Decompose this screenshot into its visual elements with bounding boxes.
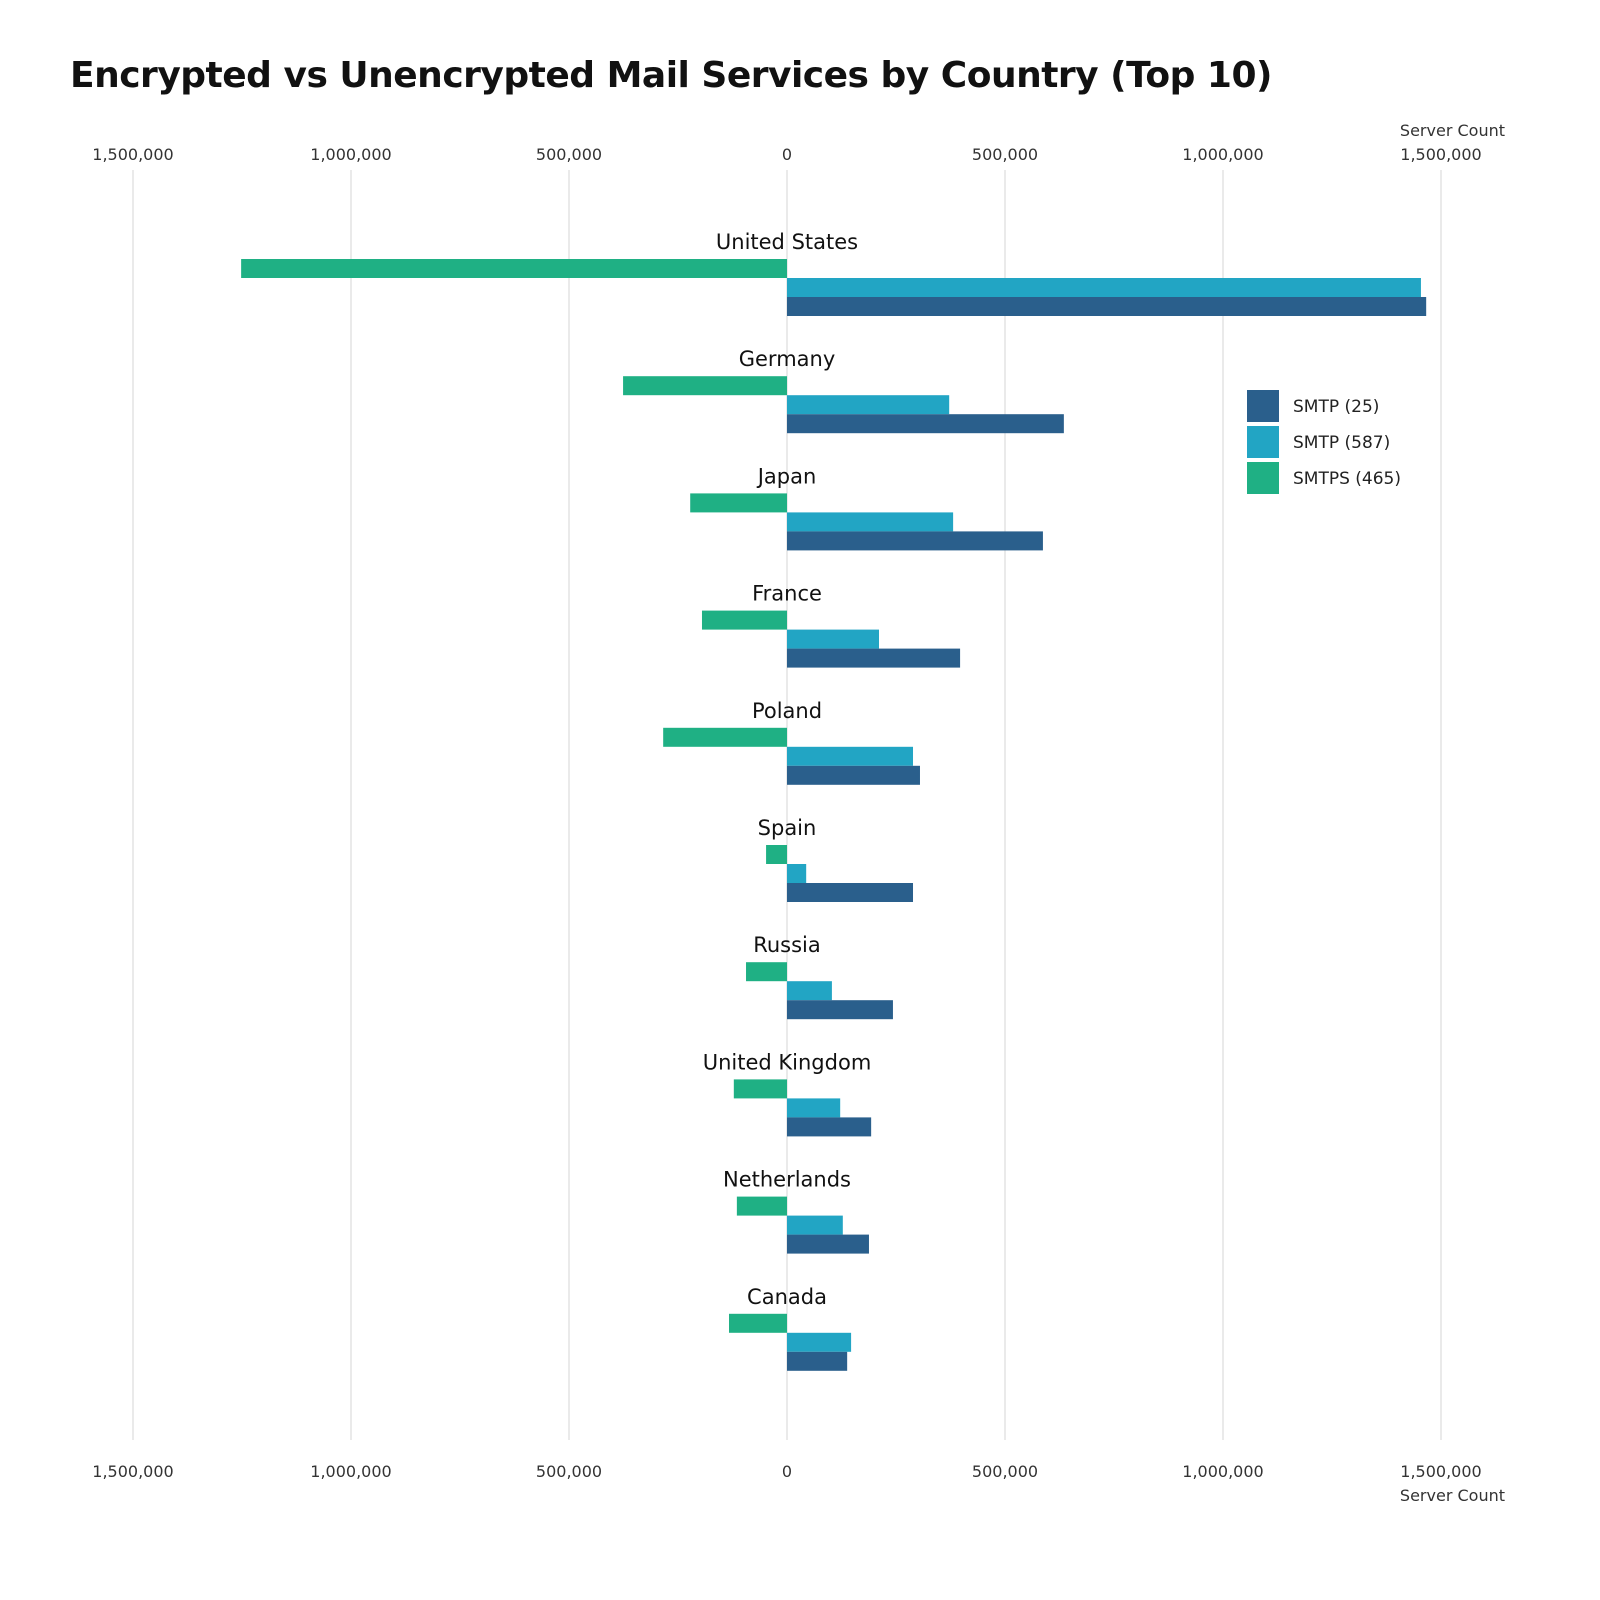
chart-title: Encrypted vs Unencrypted Mail Services b…: [70, 55, 1272, 96]
bar-smtp-587-: [787, 864, 807, 883]
category-label: Netherlands: [723, 1168, 851, 1192]
bar-smtp-587-: [787, 395, 950, 415]
bar-smtp-587-: [787, 981, 832, 1001]
bar-smtp-25-: [787, 1351, 848, 1371]
category-label: Canada: [747, 1285, 827, 1309]
x-tick-label-bottom: 500,000: [972, 1462, 1038, 1481]
x-tick-label-top: 1,500,000: [92, 145, 173, 164]
legend-swatch: [1247, 390, 1279, 422]
x-tick-label-bottom: 500,000: [536, 1462, 602, 1481]
bar-smtp-25-: [787, 297, 1427, 316]
legend-label: SMTP (25): [1293, 397, 1379, 417]
bar-smtp-25-: [787, 531, 1043, 551]
bar-smtps-465-: [736, 1196, 787, 1216]
category-label: Germany: [739, 347, 836, 371]
x-tick-label-top: 1,500,000: [1400, 145, 1481, 164]
x-tick-label-top: 500,000: [972, 145, 1038, 164]
bar-smtp-587-: [787, 1215, 843, 1235]
bar-smtp-587-: [787, 512, 954, 532]
bar-smtps-465-: [690, 493, 787, 513]
bar-smtp-25-: [787, 648, 961, 668]
legend-swatch: [1247, 426, 1279, 458]
bar-smtp-587-: [787, 278, 1421, 297]
x-tick-label-top: 1,000,000: [1182, 145, 1263, 164]
bar-smtps-465-: [766, 845, 787, 864]
bar-smtp-25-: [787, 1000, 893, 1020]
bar-smtp-587-: [787, 629, 879, 649]
bar-smtps-465-: [663, 727, 787, 747]
x-tick-label-top: 1,000,000: [310, 145, 391, 164]
bar-smtp-587-: [787, 746, 914, 766]
x-tick-label-top: 0: [782, 145, 792, 164]
category-label: United States: [716, 230, 858, 254]
bar-smtps-465-: [701, 610, 787, 630]
bar-smtp-25-: [787, 765, 920, 785]
legend-swatch: [1247, 462, 1279, 494]
bar-smtps-465-: [733, 1079, 787, 1099]
bar-smtps-465-: [729, 1313, 787, 1333]
bar-smtps-465-: [241, 259, 788, 278]
bar-smtps-465-: [623, 376, 787, 396]
bar-smtp-587-: [787, 1332, 852, 1352]
category-label: France: [752, 582, 822, 606]
x-axis-title-bottom: Server Count: [1400, 1486, 1505, 1505]
legend-label: SMTPS (465): [1293, 469, 1401, 489]
bar-smtp-25-: [787, 414, 1064, 434]
bar-smtps-465-: [746, 962, 787, 982]
x-tick-label-bottom: 1,000,000: [310, 1462, 391, 1481]
category-label: Spain: [758, 816, 817, 840]
bar-smtp-25-: [787, 1117, 872, 1137]
x-axis-title-top: Server Count: [1400, 121, 1505, 140]
bar-smtp-25-: [787, 1234, 869, 1254]
category-label: Poland: [752, 699, 822, 723]
x-tick-label-bottom: 1,000,000: [1182, 1462, 1263, 1481]
x-tick-label-bottom: 1,500,000: [1400, 1462, 1481, 1481]
bar-smtp-25-: [787, 883, 914, 902]
category-label: United Kingdom: [703, 1050, 872, 1074]
category-label: Japan: [756, 464, 817, 488]
x-tick-label-bottom: 1,500,000: [92, 1462, 173, 1481]
legend-label: SMTP (587): [1293, 433, 1390, 453]
x-tick-label-bottom: 0: [782, 1462, 792, 1481]
category-label: Russia: [753, 933, 821, 957]
bar-smtp-587-: [787, 1098, 841, 1118]
x-tick-label-top: 500,000: [536, 145, 602, 164]
